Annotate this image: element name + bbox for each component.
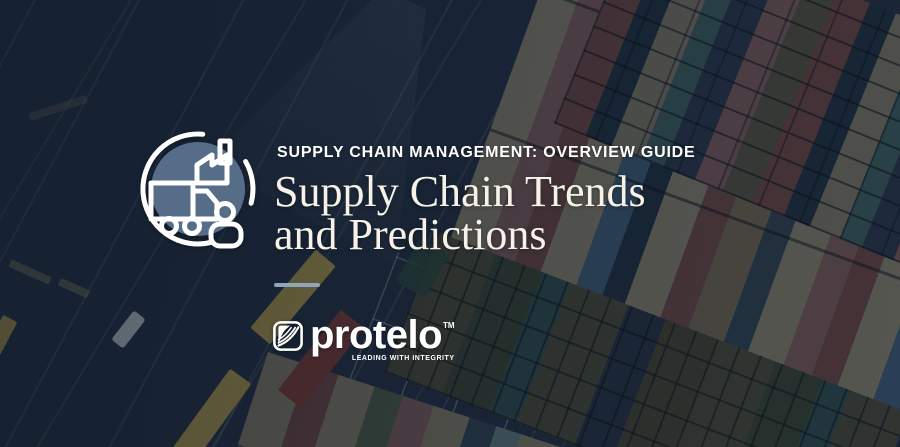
title-line-1: Supply Chain Trends <box>274 167 646 216</box>
trademark-symbol: TM <box>443 321 455 330</box>
brand-name: protelo <box>310 313 443 357</box>
article-category-eyebrow: SUPPLY CHAIN MANAGEMENT: OVERVIEW GUIDE <box>277 144 696 161</box>
protelo-logo[interactable]: protelo TM LEADING WITH INTEGRITY <box>272 313 455 362</box>
supply-chain-cycle-icon <box>135 127 263 255</box>
accent-divider <box>274 283 320 287</box>
protelo-swoosh-icon <box>273 321 303 351</box>
brand-tagline: LEADING WITH INTEGRITY <box>351 355 455 362</box>
title-line-2: and Predictions <box>274 210 547 259</box>
article-title: Supply Chain Trends and Predictions <box>274 167 646 259</box>
